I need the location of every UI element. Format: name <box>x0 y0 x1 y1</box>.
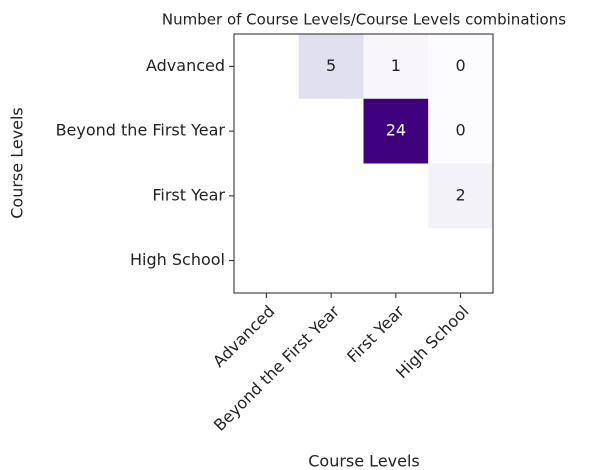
y-tick-label: Advanced <box>146 56 225 75</box>
y-tick-label: Beyond the First Year <box>56 121 226 140</box>
cell-label: 2 <box>456 185 466 204</box>
plot-frame <box>233 33 494 294</box>
chart-title: Number of Course Levels/Course Levels co… <box>162 11 566 29</box>
y-tick-label: First Year <box>152 185 225 204</box>
heatmap-cell <box>298 34 364 99</box>
y-axis-label: Course Levels <box>8 107 27 219</box>
x-tick-label: Beyond the First Year <box>210 301 344 435</box>
heatmap-cell <box>428 34 493 99</box>
heatmap-cell <box>363 34 429 99</box>
heatmap-cell <box>428 98 493 164</box>
x-tick-label: First Year <box>343 301 408 366</box>
cell-label: 5 <box>326 56 336 75</box>
x-axis-label: Course Levels <box>308 452 420 470</box>
heatmap-cell <box>363 98 429 164</box>
x-tick-label: Advanced <box>209 302 278 371</box>
heatmap-cell <box>428 163 493 229</box>
cell-label: 0 <box>456 56 466 75</box>
cell-label: 24 <box>386 121 406 140</box>
cell-label: 0 <box>456 121 466 140</box>
y-tick-label: High School <box>130 250 225 269</box>
cell-label: 1 <box>391 56 401 75</box>
